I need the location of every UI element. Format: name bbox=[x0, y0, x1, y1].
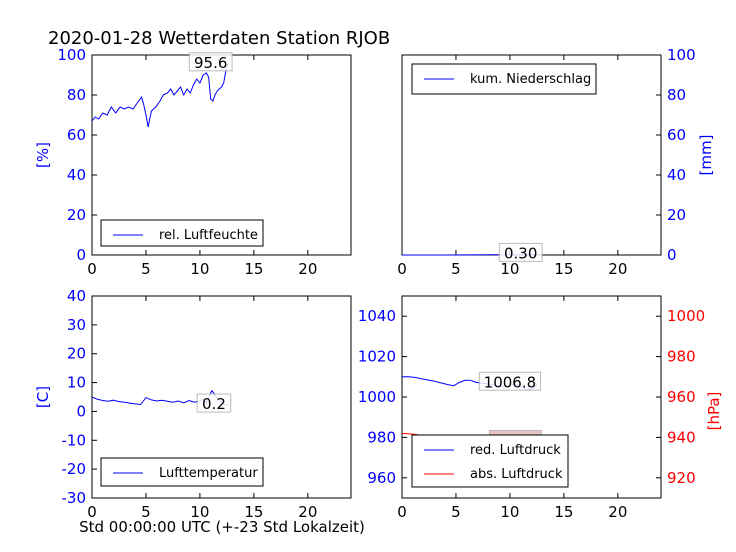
y-axis-label: [C] bbox=[34, 386, 52, 408]
y-tick-label: 80 bbox=[667, 86, 686, 104]
y-tick-label: 30 bbox=[67, 316, 86, 334]
legend: Lufttemperatur bbox=[100, 457, 264, 487]
y-tick-label: 980 bbox=[367, 428, 396, 446]
y-tick-label: 960 bbox=[367, 469, 396, 487]
legend-frame bbox=[411, 434, 569, 488]
x-tick-label: 15 bbox=[554, 503, 573, 521]
legend: kum. Niederschlag bbox=[411, 63, 597, 95]
annotation-box bbox=[498, 242, 543, 262]
legend: rel. Luftfeuchte bbox=[100, 219, 264, 247]
y-tick-label: 1000 bbox=[358, 388, 396, 406]
y-tick-label: 0 bbox=[76, 246, 86, 264]
y-tick-label: 100 bbox=[667, 46, 696, 64]
x-tick-label: 0 bbox=[87, 503, 97, 521]
annotation-box bbox=[196, 393, 232, 413]
y-right-tick-label: 980 bbox=[667, 348, 696, 366]
annotation-label: 1006.8 bbox=[484, 373, 537, 391]
series-line-lufttemperatur bbox=[91, 389, 229, 406]
y-tick-label: 60 bbox=[667, 126, 686, 144]
y-tick-label: 40 bbox=[67, 287, 86, 305]
y-tick-label: 1040 bbox=[358, 307, 396, 325]
legend-entry: red. Luftdruck bbox=[470, 443, 561, 458]
y-tick-label: 1020 bbox=[358, 348, 396, 366]
y-right-tick-label: 920 bbox=[667, 469, 696, 487]
y-tick-label: 10 bbox=[67, 374, 86, 392]
y-right-tick-label: 960 bbox=[667, 388, 696, 406]
legend-entry: kum. Niederschlag bbox=[470, 72, 591, 87]
y-tick-label: 40 bbox=[67, 166, 86, 184]
annotation-label: 95.6 bbox=[194, 54, 227, 72]
y-tick-label: 0 bbox=[76, 402, 86, 420]
legend-frame bbox=[100, 219, 264, 247]
x-tick-label: 15 bbox=[554, 260, 573, 278]
annotation-box bbox=[188, 52, 233, 72]
x-tick-label: 5 bbox=[451, 260, 461, 278]
y-tick-label: 0 bbox=[667, 246, 677, 264]
chart-precipitation: 0 5 10 15 20 0 20 40 60 80 100 [mm] 0.30 kum. Nieders… bbox=[397, 46, 715, 278]
legend-entry: rel. Luftfeuchte bbox=[159, 228, 258, 243]
x-tick-label: 0 bbox=[87, 260, 97, 278]
annotation-box bbox=[478, 371, 542, 391]
legend-frame bbox=[100, 457, 264, 487]
x-tick-label: 5 bbox=[141, 260, 151, 278]
y-tick-label: 20 bbox=[67, 345, 86, 363]
legend-entry: Lufttemperatur bbox=[159, 466, 258, 481]
x-tick-label: 20 bbox=[298, 503, 317, 521]
y-right-axis-label: [hPa] bbox=[705, 392, 723, 431]
y-tick-label: 40 bbox=[667, 166, 686, 184]
x-tick-label: 20 bbox=[298, 260, 317, 278]
x-tick-label: 20 bbox=[608, 503, 627, 521]
y-right-tick-label: 940 bbox=[667, 428, 696, 446]
figure-xlabel: Std 00:00:00 UTC (+-23 Std Lokalzeit) bbox=[79, 518, 365, 536]
annotation-label: 0.30 bbox=[504, 244, 537, 262]
x-tick-label: 10 bbox=[190, 503, 209, 521]
x-tick-label: 15 bbox=[244, 260, 263, 278]
chart-temperature: 0 5 10 15 20 -30 -20 -10 0 10 20 30 40 [C] 0.2 Lufttemp… bbox=[34, 287, 352, 521]
series-line-rel-luftfeuchte bbox=[91, 62, 229, 128]
y-tick-label: -10 bbox=[62, 431, 87, 449]
x-tick-label: 5 bbox=[141, 503, 151, 521]
y-axis-label: [mm] bbox=[697, 135, 715, 176]
figure-title: 2020-01-28 Wetterdaten Station RJOB bbox=[48, 28, 390, 49]
y-tick-label: 60 bbox=[67, 126, 86, 144]
x-tick-label: 10 bbox=[500, 260, 519, 278]
chart-humidity: 0 5 10 15 20 0 20 40 60 80 100 [%] 95.6 rel. Luftfeuc… bbox=[34, 46, 352, 278]
x-tick-label: 10 bbox=[500, 503, 519, 521]
y-tick-label: 20 bbox=[667, 206, 686, 224]
y-tick-label: -30 bbox=[62, 489, 87, 507]
y-tick-label: 100 bbox=[57, 46, 86, 64]
x-tick-label: 5 bbox=[451, 503, 461, 521]
chart-pressure: 0 5 10 15 20 960 980 1000 1020 1040 920 940 960 980 10… bbox=[358, 295, 723, 521]
y-right-tick-label: 1000 bbox=[667, 307, 705, 325]
annotation-label: 0.2 bbox=[202, 395, 226, 413]
legend: red. Luftdruck abs. Luftdruck bbox=[411, 434, 569, 488]
y-tick-label: 20 bbox=[67, 206, 86, 224]
x-tick-label: 10 bbox=[190, 260, 209, 278]
x-tick-label: 0 bbox=[397, 260, 407, 278]
x-tick-label: 0 bbox=[397, 503, 407, 521]
y-tick-label: 80 bbox=[67, 86, 86, 104]
legend-entry: abs. Luftdruck bbox=[470, 467, 563, 482]
x-tick-label: 20 bbox=[608, 260, 627, 278]
y-axis-label: [%] bbox=[34, 142, 52, 168]
x-tick-label: 15 bbox=[244, 503, 263, 521]
y-tick-label: -20 bbox=[62, 460, 87, 478]
